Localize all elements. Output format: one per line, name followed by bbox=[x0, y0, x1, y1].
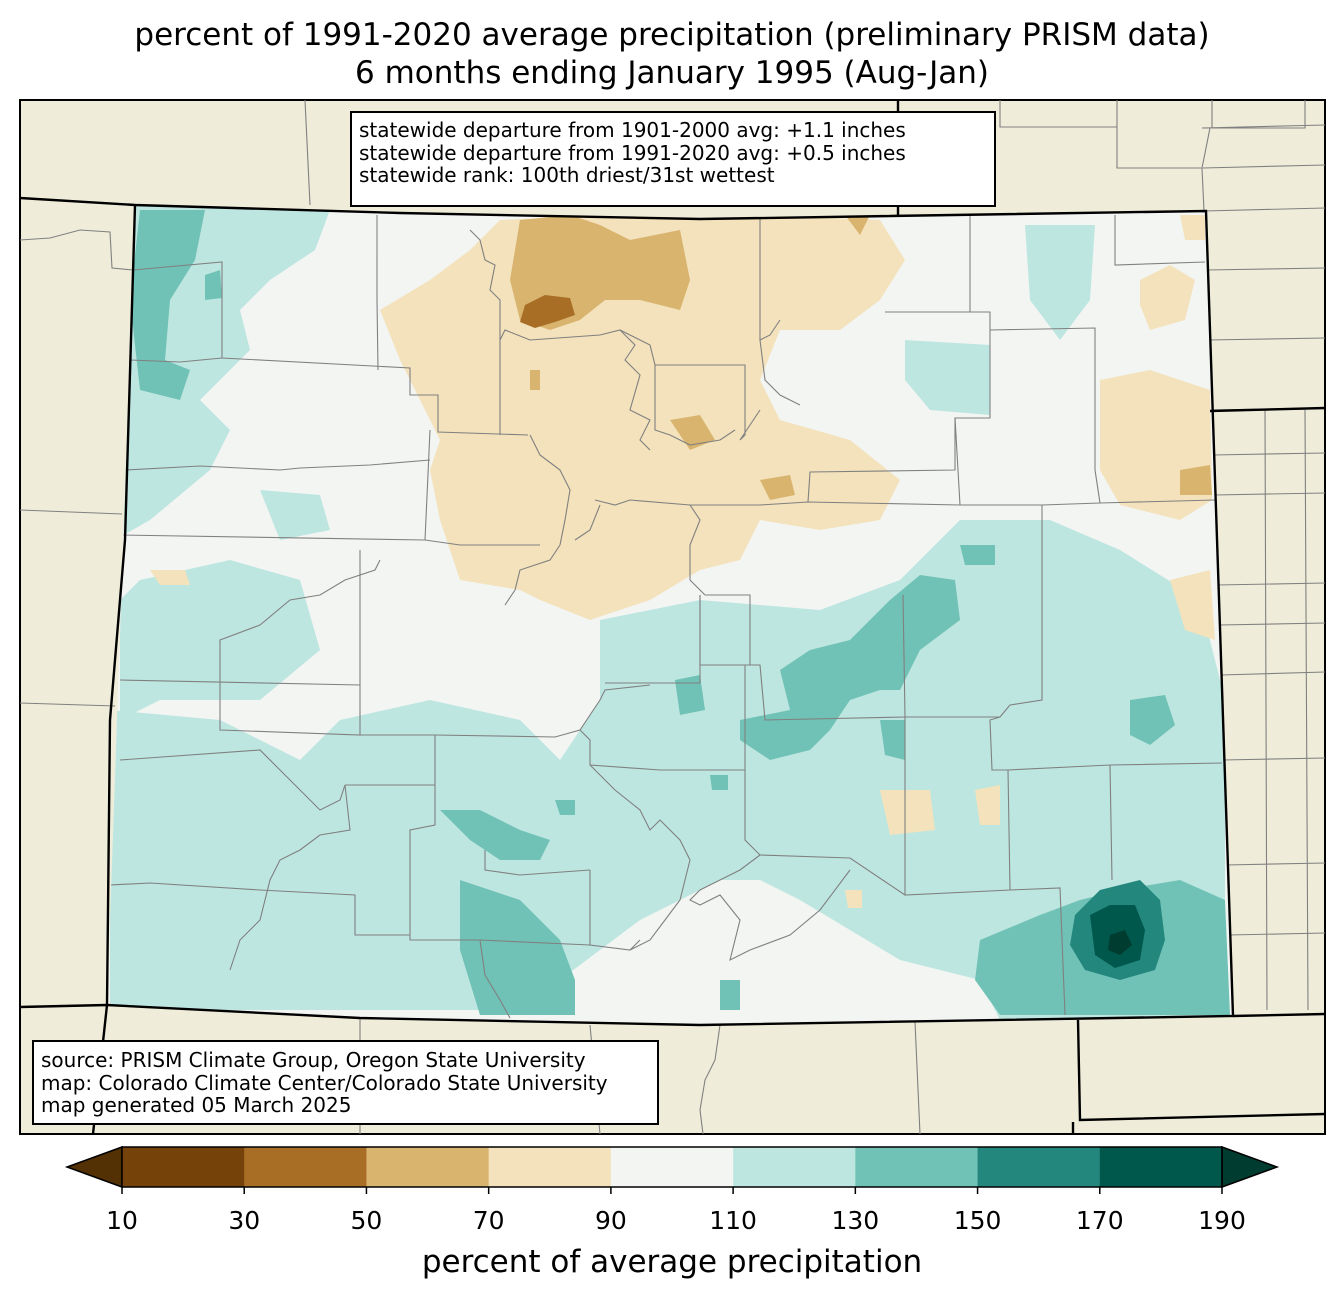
colorbar-bin bbox=[977, 1147, 1101, 1187]
colorbar-tick-label: 10 bbox=[106, 1206, 138, 1235]
colorbar-label: percent of average precipitation bbox=[421, 1244, 923, 1280]
colorbar-tick-label: 130 bbox=[831, 1206, 880, 1235]
colorbar-bin bbox=[855, 1147, 979, 1187]
source-box: source: PRISM Climate Group, Oregon Stat… bbox=[32, 1040, 659, 1125]
map-credit-line: map: Colorado Climate Center/Colorado St… bbox=[41, 1070, 608, 1095]
colorbar-tick-label: 110 bbox=[709, 1206, 757, 1235]
map-title: percent of 1991-2020 average precipitati… bbox=[134, 17, 1210, 53]
colorbar-tick-label: 50 bbox=[350, 1206, 383, 1235]
colorbar-tick-label: 30 bbox=[228, 1206, 261, 1235]
colorbar-bin bbox=[733, 1147, 856, 1187]
colorbar-bin bbox=[122, 1147, 245, 1187]
colorbar bbox=[64, 1145, 1280, 1194]
map-subtitle: 6 months ending January 1995 (Aug-Jan) bbox=[355, 55, 989, 91]
colorbar-tick-label: 170 bbox=[1075, 1206, 1124, 1235]
colorbar-bin bbox=[610, 1147, 734, 1187]
colorbar-bin bbox=[244, 1147, 367, 1187]
colorbar-bin bbox=[488, 1147, 612, 1187]
colorbar-tick-label: 90 bbox=[594, 1206, 627, 1235]
colorbar-under-arrow bbox=[64, 1145, 123, 1189]
colorbar-outline bbox=[121, 1146, 1223, 1188]
colorbar-bin bbox=[366, 1147, 490, 1187]
colorbar-tick-label: 190 bbox=[1198, 1206, 1246, 1235]
colorbar-over-arrow bbox=[1221, 1145, 1280, 1189]
generated-date-line: map generated 05 March 2025 bbox=[41, 1093, 352, 1117]
colorbar-bin bbox=[1099, 1147, 1223, 1187]
stats-rank: statewide rank: 100th driest/31st wettes… bbox=[359, 163, 775, 187]
colorado-precip-field bbox=[107, 205, 1233, 1025]
stats-departure-1991-2020: statewide departure from 1991-2020 avg: … bbox=[359, 140, 906, 165]
stats-departure-1901-2000: statewide departure from 1901-2000 avg: … bbox=[359, 118, 906, 142]
colorbar-tick-label: 150 bbox=[953, 1206, 1002, 1235]
statewide-stats-box: statewide departure from 1901-2000 avg: … bbox=[350, 111, 996, 207]
source-line: source: PRISM Climate Group, Oregon Stat… bbox=[41, 1048, 586, 1072]
colorado-county-lines bbox=[109, 215, 1223, 1019]
colorbar-tick-label: 70 bbox=[472, 1206, 505, 1235]
